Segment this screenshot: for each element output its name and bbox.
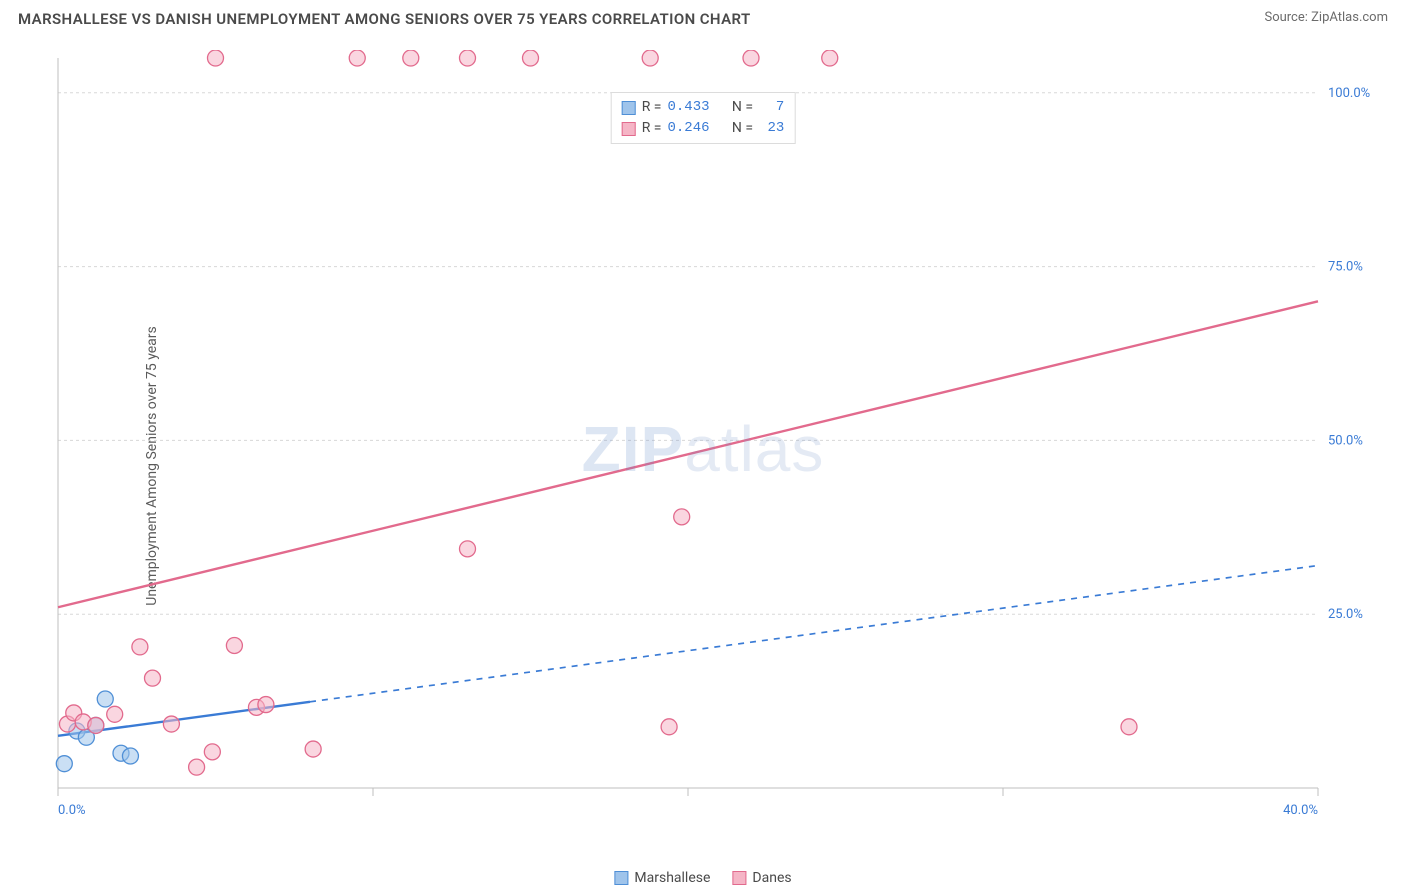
series-legend-label: Marshallese	[634, 870, 710, 886]
svg-text:40.0%: 40.0%	[1283, 803, 1318, 818]
svg-text:0.0%: 0.0%	[58, 803, 86, 818]
chart-container: Unemployment Among Seniors over 75 years…	[0, 40, 1406, 892]
series-legend-item: Danes	[732, 870, 791, 886]
legend-swatch	[622, 122, 636, 136]
series-legend-label: Danes	[752, 870, 791, 886]
scatter-plot: 25.0% 50.0% 75.0% 100.0% 0.0% 40.0%	[50, 50, 1390, 840]
series-legend-item: Marshallese	[614, 870, 710, 886]
svg-text:100.0%: 100.0%	[1328, 86, 1370, 101]
correlation-legend-row: R = 0.246 N = 23	[622, 118, 785, 139]
correlation-legend-row: R = 0.433 N = 7	[622, 97, 785, 118]
source-credit: Source: ZipAtlas.com	[1264, 10, 1388, 25]
chart-title: MARSHALLESE VS DANISH UNEMPLOYMENT AMONG…	[18, 10, 751, 28]
correlation-legend: R = 0.433 N = 7R = 0.246 N = 23	[611, 92, 796, 144]
series-legend: Marshallese Danes	[614, 870, 791, 886]
svg-text:25.0%: 25.0%	[1328, 607, 1363, 622]
legend-swatch	[614, 871, 628, 885]
legend-swatch	[732, 871, 746, 885]
svg-text:75.0%: 75.0%	[1328, 260, 1363, 275]
legend-swatch	[622, 101, 636, 115]
svg-text:50.0%: 50.0%	[1328, 433, 1363, 448]
chart-header: MARSHALLESE VS DANISH UNEMPLOYMENT AMONG…	[0, 0, 1406, 34]
